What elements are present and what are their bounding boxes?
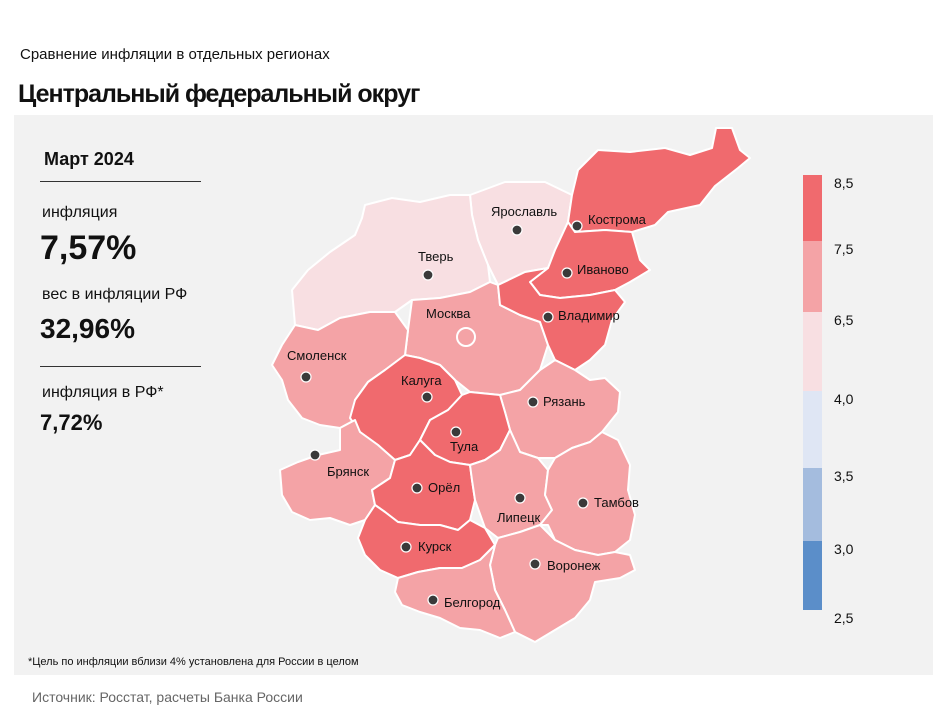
subtitle: Сравнение инфляции в отдельных регионах — [20, 46, 330, 63]
legend-swatch-5 — [803, 541, 822, 610]
city-label-3: Иваново — [577, 262, 629, 277]
legend-tick-label: 2,5 — [834, 610, 854, 626]
footnote: *Цель по инфляции вблизи 4% установлена … — [28, 656, 359, 668]
page-title: Центральный федеральный округ — [18, 80, 420, 108]
city-dot-7 — [421, 391, 433, 403]
region-5[interactable] — [497, 267, 626, 371]
city-dot-11 — [411, 482, 423, 494]
legend-swatch-4 — [803, 468, 822, 541]
city-dot-0 — [511, 224, 523, 236]
city-label-11: Орёл — [428, 480, 460, 495]
legend-tick-label: 3,5 — [834, 468, 854, 484]
city-dot-15 — [529, 558, 541, 570]
divider-top — [40, 181, 201, 182]
city-label-13: Тамбов — [594, 495, 639, 510]
city-label-4: Москва — [426, 306, 471, 321]
legend-tick-label: 7,5 — [834, 241, 854, 257]
city-dot-1 — [571, 220, 583, 232]
city-dot-10 — [309, 449, 321, 461]
city-dot-3 — [561, 267, 573, 279]
city-dot-16 — [427, 594, 439, 606]
legend-tick-label: 8,5 — [834, 175, 854, 191]
city-label-1: Кострома — [588, 212, 647, 227]
legend-swatch-3 — [803, 391, 822, 468]
rf-inflation-value: 7,72% — [40, 410, 103, 435]
legend-swatch-0 — [803, 175, 822, 241]
city-label-12: Липецк — [497, 510, 541, 525]
city-label-14: Курск — [418, 539, 452, 554]
inflation-label: инфляция — [42, 204, 118, 221]
city-dot-2 — [422, 269, 434, 281]
city-dot-14 — [400, 541, 412, 553]
city-label-0: Ярославль — [491, 204, 557, 219]
city-dot-9 — [450, 426, 462, 438]
city-label-8: Рязань — [543, 394, 586, 409]
source-note: Источник: Росстат, расчеты Банка России — [32, 689, 303, 705]
city-label-6: Смоленск — [287, 348, 347, 363]
period-label: Март 2024 — [44, 149, 134, 169]
inflation-value: 7,57% — [40, 229, 137, 267]
city-dot-5 — [542, 311, 554, 323]
rf-inflation-label: инфляция в РФ* — [42, 384, 164, 401]
city-label-2: Тверь — [418, 249, 454, 264]
legend-swatch-2 — [803, 312, 822, 391]
city-label-10: Брянск — [327, 464, 369, 479]
region-16[interactable] — [394, 544, 516, 639]
legend-tick-label: 3,0 — [834, 541, 854, 557]
city-dot-12 — [514, 492, 526, 504]
legend-tick-label: 4,0 — [834, 391, 854, 407]
legend-tick-label: 6,5 — [834, 312, 854, 328]
city-dot-13 — [577, 497, 589, 509]
city-label-7: Калуга — [401, 373, 442, 388]
legend-swatch-1 — [803, 241, 822, 312]
weight-label: вес в инфляции РФ — [42, 286, 188, 303]
divider-bottom — [40, 366, 201, 367]
city-label-5: Владимир — [558, 308, 620, 323]
weight-value: 32,96% — [40, 313, 135, 344]
city-label-9: Тула — [450, 439, 479, 454]
city-dot-6 — [300, 371, 312, 383]
city-dot-8 — [527, 396, 539, 408]
city-dot-4 — [456, 327, 476, 347]
city-label-15: Воронеж — [547, 558, 601, 573]
city-label-16: Белгород — [444, 595, 501, 610]
